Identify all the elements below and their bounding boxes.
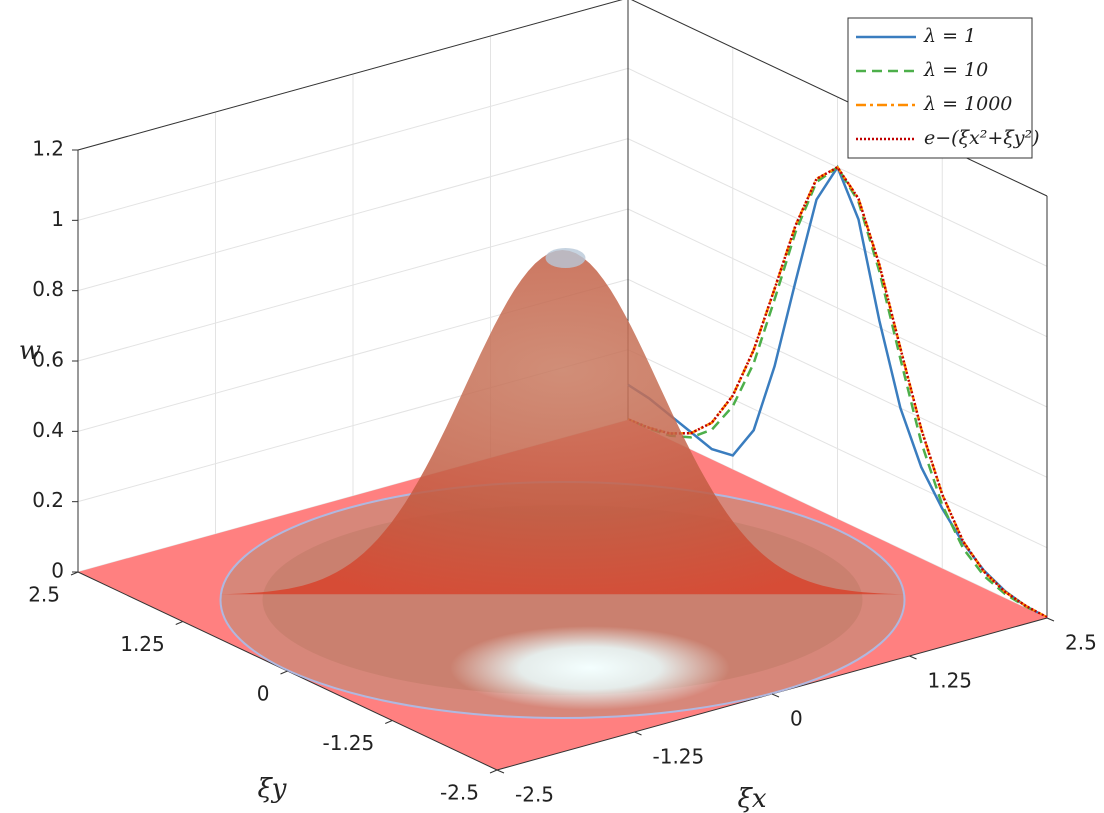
legend-box xyxy=(847,17,1033,159)
z-tick-label: 0.6 xyxy=(32,348,64,372)
x-tick-label: 0 xyxy=(790,707,803,731)
box-edge xyxy=(77,0,623,151)
tick-mark xyxy=(175,621,183,625)
y-tick-label: -2.5 xyxy=(440,781,479,805)
legend-label: λ = 1 xyxy=(923,25,976,47)
z-tick-label: 0.2 xyxy=(32,488,64,512)
x-axis-label: ξx xyxy=(738,784,767,813)
y-axis-label: ξy xyxy=(257,774,286,804)
y-tick-label: -1.25 xyxy=(323,731,375,755)
x-tick-label: -1.25 xyxy=(653,745,705,769)
z-tick-label: 0.4 xyxy=(32,418,64,442)
surface-bell xyxy=(220,250,905,595)
tick-mark xyxy=(909,655,917,660)
legend-label: λ = 10 xyxy=(923,59,988,81)
tick-mark xyxy=(1046,617,1055,622)
z-axis-label: w xyxy=(19,336,41,366)
z-tick-label: 1.2 xyxy=(32,137,64,161)
y-tick-label: 0 xyxy=(257,682,270,706)
x-tick-label: -2.5 xyxy=(515,783,554,807)
legend-label: λ = 1000 xyxy=(923,93,1012,115)
series-line xyxy=(627,165,1048,619)
tick-mark xyxy=(70,571,79,576)
legend-label: e−(ξx²+ξy²) xyxy=(924,127,1040,149)
surface-peak xyxy=(545,248,586,268)
box-edge xyxy=(631,0,1048,197)
z-tick-label: 0 xyxy=(51,559,64,583)
tick-mark xyxy=(634,731,642,736)
tick-mark xyxy=(280,670,288,675)
z-tick-label: 1 xyxy=(51,207,64,231)
x-tick-label: 1.25 xyxy=(928,669,973,693)
tick-mark xyxy=(385,720,393,724)
x-tick-label: 2.5 xyxy=(1065,631,1097,655)
y-tick-label: 2.5 xyxy=(28,583,60,607)
y-tick-label: 1.25 xyxy=(120,632,165,656)
tick-mark xyxy=(771,693,780,698)
surface-glow xyxy=(450,626,730,710)
tick-mark xyxy=(489,769,498,774)
tick-mark xyxy=(496,769,505,774)
z-tick-label: 0.8 xyxy=(32,277,64,301)
